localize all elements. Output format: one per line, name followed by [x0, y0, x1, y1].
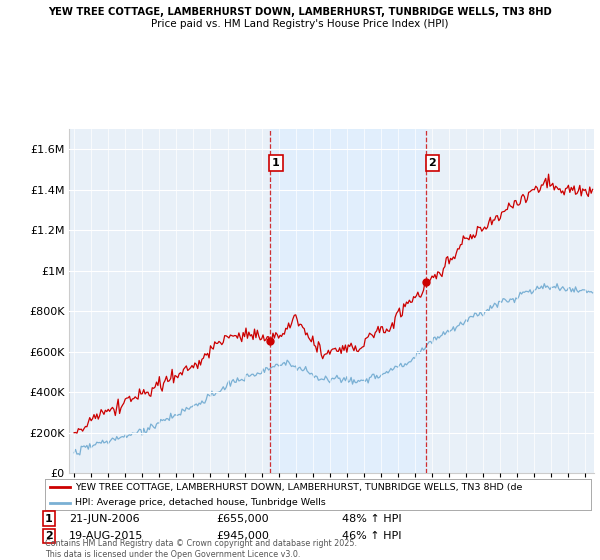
Text: 2: 2	[428, 158, 436, 168]
Text: 46% ↑ HPI: 46% ↑ HPI	[342, 531, 401, 541]
Text: Price paid vs. HM Land Registry's House Price Index (HPI): Price paid vs. HM Land Registry's House …	[151, 19, 449, 29]
Text: HPI: Average price, detached house, Tunbridge Wells: HPI: Average price, detached house, Tunb…	[75, 498, 326, 507]
Text: £655,000: £655,000	[216, 514, 269, 524]
Text: 19-AUG-2015: 19-AUG-2015	[69, 531, 143, 541]
Text: YEW TREE COTTAGE, LAMBERHURST DOWN, LAMBERHURST, TUNBRIDGE WELLS, TN3 8HD: YEW TREE COTTAGE, LAMBERHURST DOWN, LAMB…	[48, 7, 552, 17]
Text: 1: 1	[272, 158, 280, 168]
Text: £945,000: £945,000	[216, 531, 269, 541]
Bar	[269, 129, 426, 473]
Text: 2: 2	[45, 531, 53, 541]
Text: 1: 1	[45, 514, 53, 524]
Text: 21-JUN-2006: 21-JUN-2006	[69, 514, 140, 524]
Text: 48% ↑ HPI: 48% ↑ HPI	[342, 514, 401, 524]
Text: Contains HM Land Registry data © Crown copyright and database right 2025.
This d: Contains HM Land Registry data © Crown c…	[45, 539, 357, 559]
Text: YEW TREE COTTAGE, LAMBERHURST DOWN, LAMBERHURST, TUNBRIDGE WELLS, TN3 8HD (de: YEW TREE COTTAGE, LAMBERHURST DOWN, LAMB…	[75, 483, 523, 492]
